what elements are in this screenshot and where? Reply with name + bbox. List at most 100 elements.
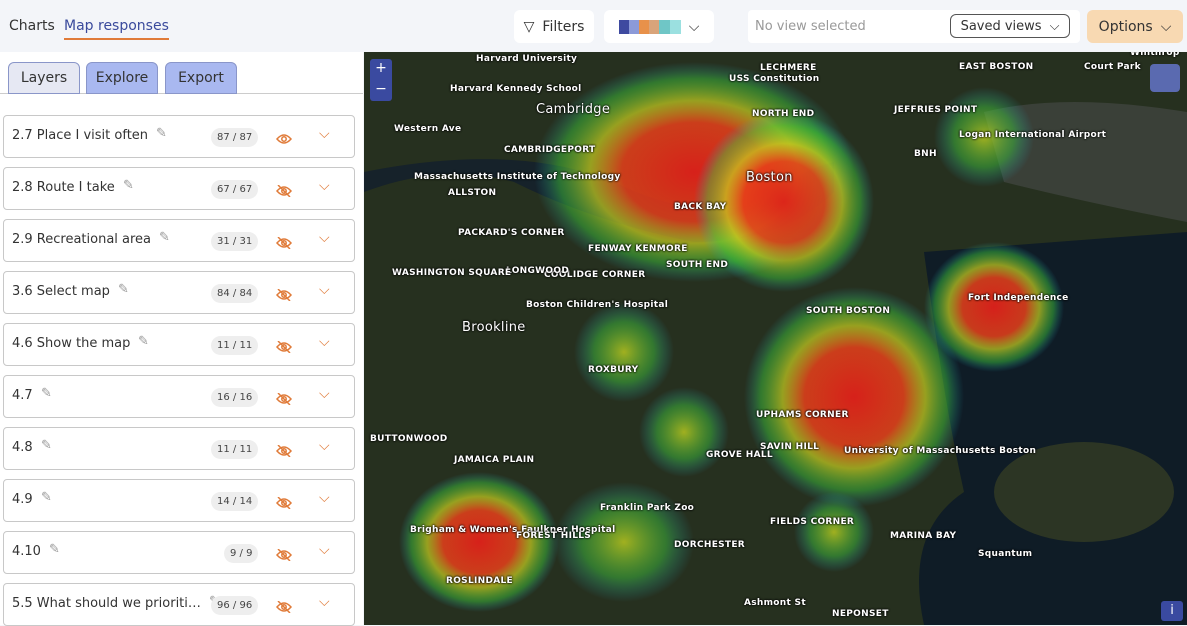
map-label: WASHINGTON SQUARE <box>392 268 512 278</box>
expand-chevron[interactable]: ⌵ <box>319 178 330 194</box>
edit-icon[interactable]: ✎ <box>156 126 167 141</box>
filter-icon: ▽ <box>523 18 535 35</box>
map[interactable]: + − i Harvard University Cambridge Harvard… <box>364 52 1187 625</box>
visibility-icon[interactable] <box>276 494 292 513</box>
layer-item[interactable]: 3.6 Select map ✎ 84 / 84 ⌵ <box>3 271 355 314</box>
expand-chevron[interactable]: ⌵ <box>319 282 330 298</box>
expand-chevron[interactable]: ⌵ <box>319 334 330 350</box>
map-label: ALLSTON <box>448 188 497 198</box>
chevron: ⌵ <box>688 18 700 35</box>
layer-item[interactable]: 4.9 ✎ 14 / 14 ⌵ <box>3 479 355 522</box>
palette <box>618 19 681 34</box>
map-label: Logan International Airport <box>959 130 1107 140</box>
expand-chevron[interactable]: ⌵ <box>319 126 330 142</box>
layer-item[interactable]: 2.8 Route I take ✎ 67 / 67 ⌵ <box>3 167 355 210</box>
layer-count: 16 / 16 <box>211 388 259 407</box>
edit-icon[interactable]: ✎ <box>49 542 60 557</box>
layer-count: 96 / 96 <box>211 596 259 615</box>
layer-count: 87 / 87 <box>211 128 259 147</box>
edit-icon[interactable]: ✎ <box>123 178 134 193</box>
layer-name: 2.9 Recreational area <box>12 232 152 247</box>
visibility-icon[interactable] <box>276 442 292 461</box>
map-label: DORCHESTER <box>674 540 746 550</box>
panel-tab[interactable]: Explore <box>86 62 158 94</box>
zoom-in[interactable]: + <box>375 60 387 76</box>
map-label: EAST BOSTON <box>959 62 1034 72</box>
expand-chevron[interactable]: ⌵ <box>319 542 330 558</box>
info-button[interactable]: i <box>1161 601 1183 621</box>
layer-name: 3.6 Select map <box>12 284 110 299</box>
edit-icon[interactable]: ✎ <box>41 438 52 453</box>
map-label: JEFFRIES POINT <box>894 105 978 115</box>
visibility-icon[interactable] <box>276 182 292 201</box>
layer-item[interactable]: 4.8 ✎ 11 / 11 ⌵ <box>3 427 355 470</box>
saved-views-label: Saved views <box>960 18 1042 34</box>
map-label: USS Constitution <box>729 74 820 84</box>
saved-views-button[interactable]: Saved views ⌵ <box>950 14 1070 38</box>
map-label: LONGWOOD <box>506 266 570 276</box>
map-label: Fort Independence <box>968 293 1069 303</box>
map-label: Boston <box>746 170 793 185</box>
map-canvas <box>364 62 1187 625</box>
expand-chevron[interactable]: ⌵ <box>319 594 330 610</box>
map-label: FIELDS CORNER <box>770 517 855 527</box>
panel-tab[interactable]: Layers <box>8 62 80 94</box>
map-label: GROVE HALL <box>706 450 773 460</box>
map-label: NORTH END <box>752 109 815 119</box>
layer-count: 11 / 11 <box>211 440 259 459</box>
zoom-out[interactable]: − <box>375 81 387 97</box>
visibility-icon[interactable] <box>276 390 292 409</box>
layer-count: 14 / 14 <box>211 492 259 511</box>
layer-item[interactable]: 4.10 ✎ 9 / 9 ⌵ <box>3 531 355 574</box>
map-label: ROSLINDALE <box>446 576 513 586</box>
tab-map-responses[interactable]: Map responses <box>64 18 169 40</box>
map-label: CAMBRIDGEPORT <box>504 145 596 155</box>
options-label: Options <box>1098 18 1153 35</box>
edit-icon[interactable]: ✎ <box>41 490 52 505</box>
layer-item[interactable]: 5.5 What should we prioriti…✎96 / 96⌵ <box>3 583 355 626</box>
map-label: SOUTH END <box>666 260 729 270</box>
layer-item[interactable]: 4.6 Show the map ✎ 11 / 11 ⌵ <box>3 323 355 366</box>
map-label: Massachusetts Institute of Technology <box>414 172 621 182</box>
map-label: NEPONSET <box>832 609 889 619</box>
layer-item[interactable]: 2.9 Recreational area ✎ 31 / 31 ⌵ <box>3 219 355 262</box>
map-label: FOREST HILLS <box>516 531 592 541</box>
map-label: UPHAMS CORNER <box>756 410 849 420</box>
map-label: Brookline <box>462 320 526 335</box>
layers-icon[interactable] <box>1150 64 1180 92</box>
map-label: JAMAICA PLAIN <box>454 455 535 465</box>
map-label: Winthrop <box>1130 52 1180 58</box>
map-label: Ashmont St <box>744 598 806 608</box>
visibility-icon[interactable] <box>276 130 292 149</box>
edit-icon[interactable]: ✎ <box>41 386 52 401</box>
visibility-icon[interactable] <box>276 234 292 253</box>
layer-count: 11 / 11 <box>211 336 259 355</box>
expand-chevron[interactable]: ⌵ <box>319 438 330 454</box>
view-placeholder: No view selected <box>755 19 866 34</box>
layer-name: 2.7 Place I visit often <box>12 128 149 143</box>
options-button[interactable]: Options ⌵ <box>1087 10 1183 43</box>
map-label: PACKARD'S CORNER <box>458 228 565 238</box>
visibility-icon[interactable] <box>276 338 292 357</box>
layer-count: 67 / 67 <box>211 180 259 199</box>
edit-icon[interactable]: ✎ <box>138 334 149 349</box>
layer-name: 4.7 <box>12 388 33 403</box>
map-label: Boston Children's Hospital <box>526 300 669 310</box>
edit-icon[interactable]: ✎ <box>118 282 129 297</box>
expand-chevron[interactable]: ⌵ <box>319 386 330 402</box>
visibility-icon[interactable] <box>276 598 292 617</box>
expand-chevron[interactable]: ⌵ <box>319 490 330 506</box>
edit-icon[interactable]: ✎ <box>159 230 170 245</box>
visibility-icon[interactable] <box>276 546 292 565</box>
layer-item[interactable]: 2.7 Place I visit often ✎ 87 / 87 ⌵ <box>3 115 355 158</box>
layer-item[interactable]: 4.7 ✎ 16 / 16 ⌵ <box>3 375 355 418</box>
map-label: BNH <box>914 149 937 159</box>
tab-charts[interactable]: Charts <box>9 18 55 34</box>
palette-button[interactable]: ⌵ <box>604 10 714 43</box>
visibility-icon[interactable] <box>276 286 292 305</box>
map-label: SAVIN HILL <box>760 442 820 452</box>
filters-button[interactable]: ▽ Filters <box>514 10 594 43</box>
map-label: Brigham & Women's Faulkner Hospital <box>410 525 616 535</box>
expand-chevron[interactable]: ⌵ <box>319 230 330 246</box>
panel-tab[interactable]: Export <box>165 62 237 94</box>
